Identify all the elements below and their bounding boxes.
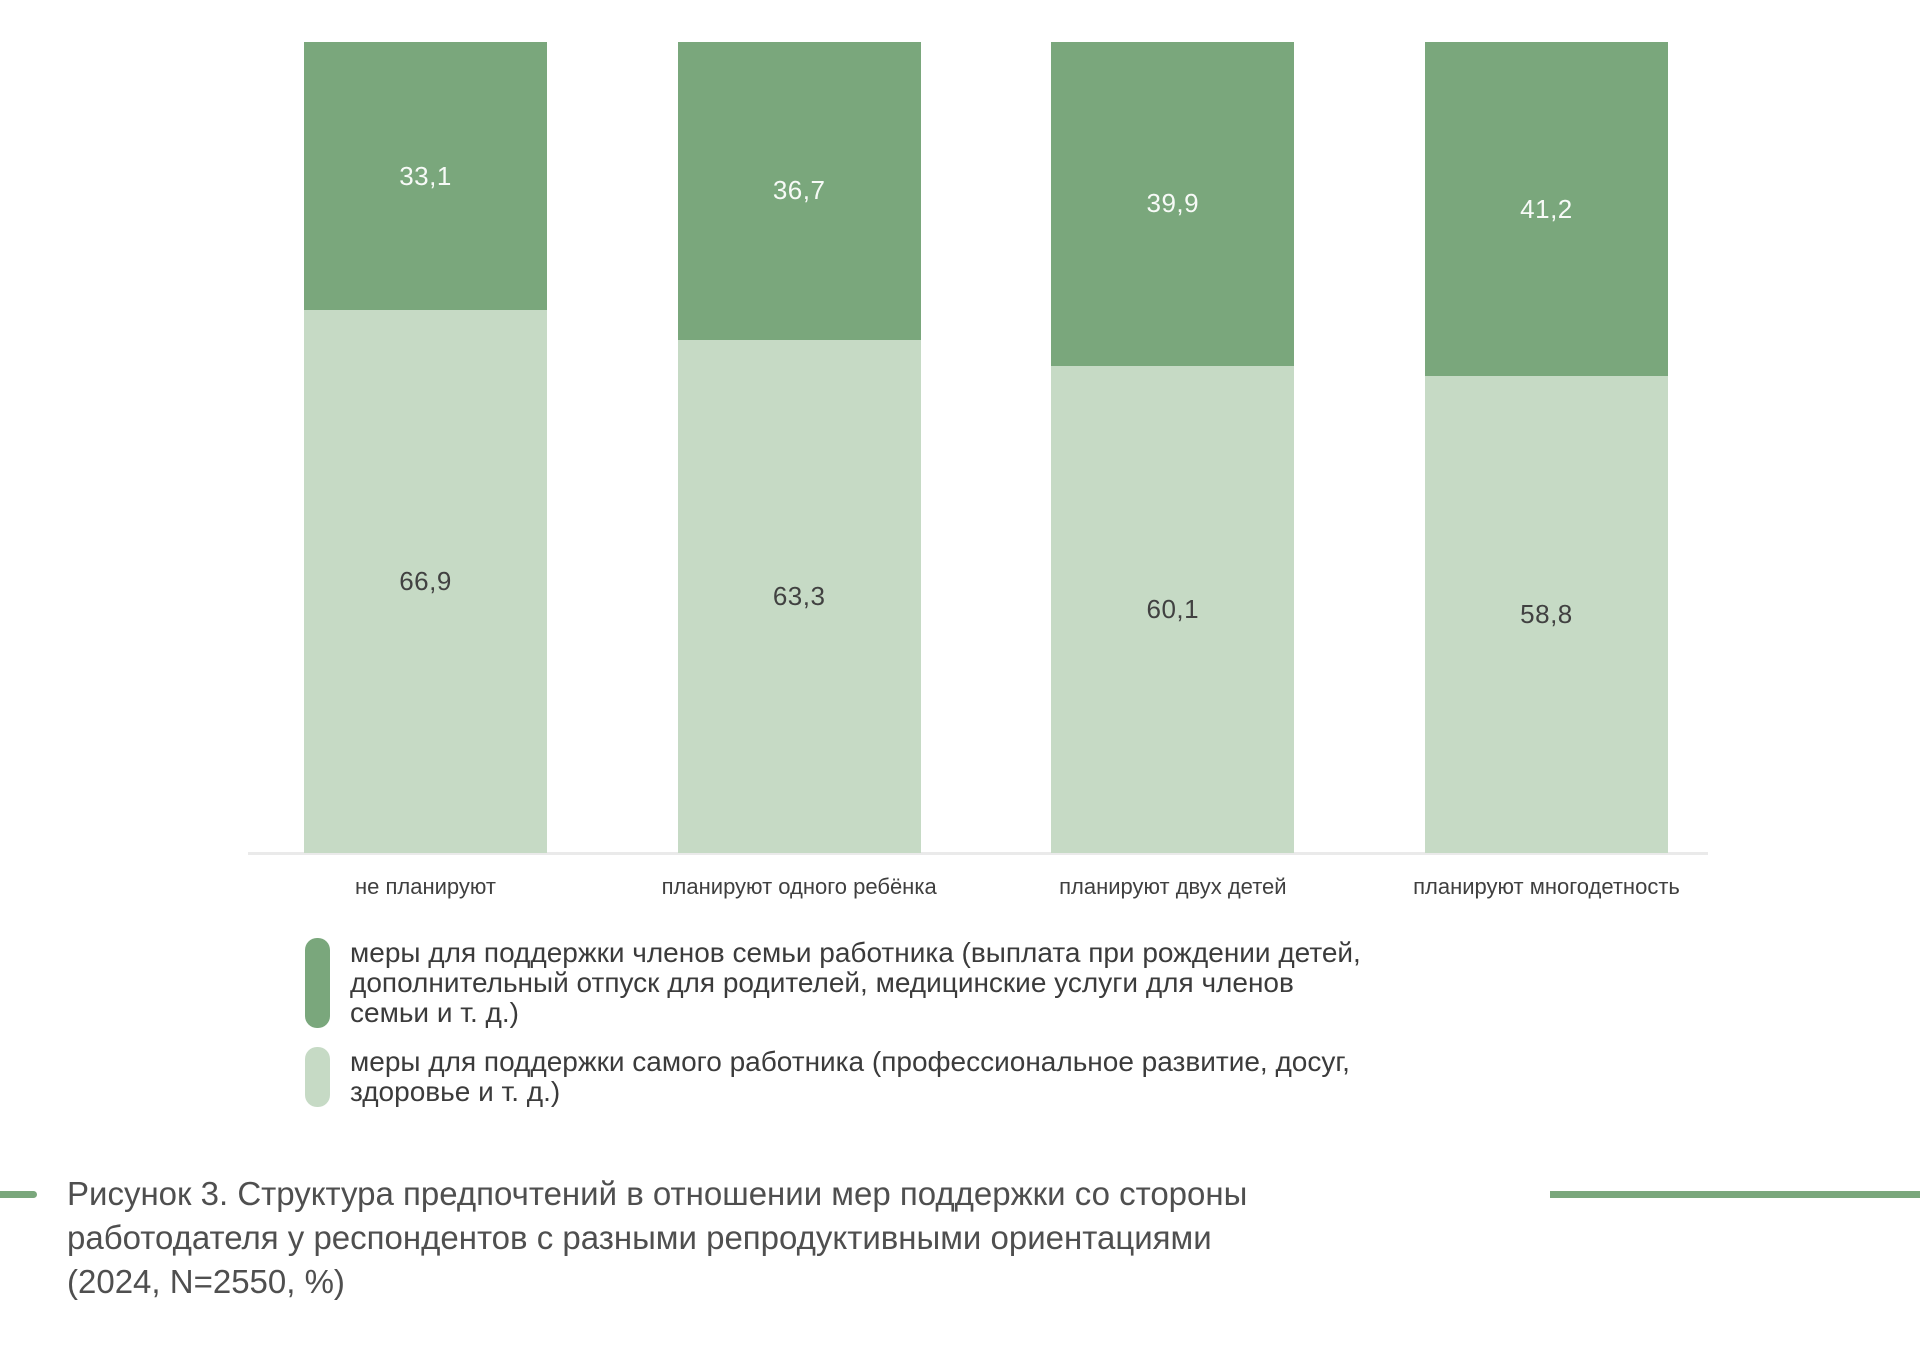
figure-caption-row: Рисунок 3. Структура предпочтений в отно… <box>0 1172 1920 1322</box>
bar-segment-family-measures: 36,7 <box>677 42 921 340</box>
value-label: 41,2 <box>1520 193 1573 224</box>
bar-ne-planiruyut: 33,1 66,9 <box>304 42 547 853</box>
legend-swatch-worker-measures <box>305 1047 330 1107</box>
x-axis-baseline <box>248 852 1708 855</box>
bar-planiruyut-mnogodetnost: 41,2 58,8 <box>1424 42 1668 853</box>
bar-planiruyut-odnogo-rebyonka: 36,7 63,3 <box>677 42 921 853</box>
bar-segment-family-measures: 33,1 <box>304 42 547 311</box>
value-label: 66,9 <box>399 566 452 597</box>
bar-segment-worker-measures: 63,3 <box>677 339 921 853</box>
x-label-cell: не планируют <box>304 874 547 900</box>
legend-label-line: семьи и т. д.) <box>350 997 519 1028</box>
category-label: планируют двух детей <box>1059 874 1287 899</box>
bar-segment-worker-measures: 66,9 <box>304 310 547 853</box>
x-label-cell: планируют многодетность <box>1413 874 1680 900</box>
x-label-cell: планируют одного ребёнка <box>662 874 937 900</box>
value-label: 33,1 <box>399 160 452 191</box>
value-label: 63,3 <box>772 580 826 611</box>
figure-caption: Рисунок 3. Структура предпочтений в отно… <box>67 1172 1247 1304</box>
bar-segment-worker-measures: 60,1 <box>1051 365 1295 853</box>
value-label: 58,8 <box>1520 599 1573 630</box>
category-label: не планируют <box>354 874 496 899</box>
legend-label: меры для поддержки членов семьи работник… <box>350 938 1361 1028</box>
caption-line: (2024, N=2550, %) <box>67 1263 345 1300</box>
legend-label: меры для поддержки самого работника (про… <box>350 1047 1350 1107</box>
value-label: 60,1 <box>1146 593 1200 624</box>
legend-label-line: дополнительный отпуск для родителей, мед… <box>350 967 1294 998</box>
category-label: планируют одного ребёнка <box>661 874 937 899</box>
stacked-bar-plot: 33,1 66,9 36,7 63,3 39,9 60,1 41,2 <box>304 42 1668 853</box>
legend-label-line: меры для поддержки самого работника (про… <box>350 1046 1350 1077</box>
value-label: 36,7 <box>772 175 826 206</box>
left-accent-line <box>0 1191 37 1198</box>
legend: меры для поддержки членов семьи работник… <box>305 938 1565 1126</box>
bar-planiruyut-dvukh-detey: 39,9 60,1 <box>1051 42 1295 853</box>
value-label: 39,9 <box>1146 188 1200 219</box>
bar-segment-worker-measures: 58,8 <box>1424 376 1668 853</box>
right-accent-line <box>1550 1191 1920 1198</box>
legend-label-line: здоровье и т. д.) <box>350 1076 561 1107</box>
legend-item-worker-measures: меры для поддержки самого работника (про… <box>305 1047 1565 1107</box>
x-label-cell: планируют двух детей <box>1051 874 1294 900</box>
category-label: планируют многодетность <box>1413 874 1680 899</box>
legend-label-line: меры для поддержки членов семьи работник… <box>350 937 1361 968</box>
bar-segment-family-measures: 39,9 <box>1051 42 1295 366</box>
bar-segment-family-measures: 41,2 <box>1424 42 1668 377</box>
x-axis-labels: не планируют планируют одного ребёнка пл… <box>304 874 1680 900</box>
legend-swatch-family-measures <box>305 938 330 1028</box>
caption-line: работодателя у респондентов с разными ре… <box>67 1219 1212 1256</box>
caption-line: Рисунок 3. Структура предпочтений в отно… <box>67 1175 1248 1212</box>
legend-item-family-measures: меры для поддержки членов семьи работник… <box>305 938 1565 1028</box>
